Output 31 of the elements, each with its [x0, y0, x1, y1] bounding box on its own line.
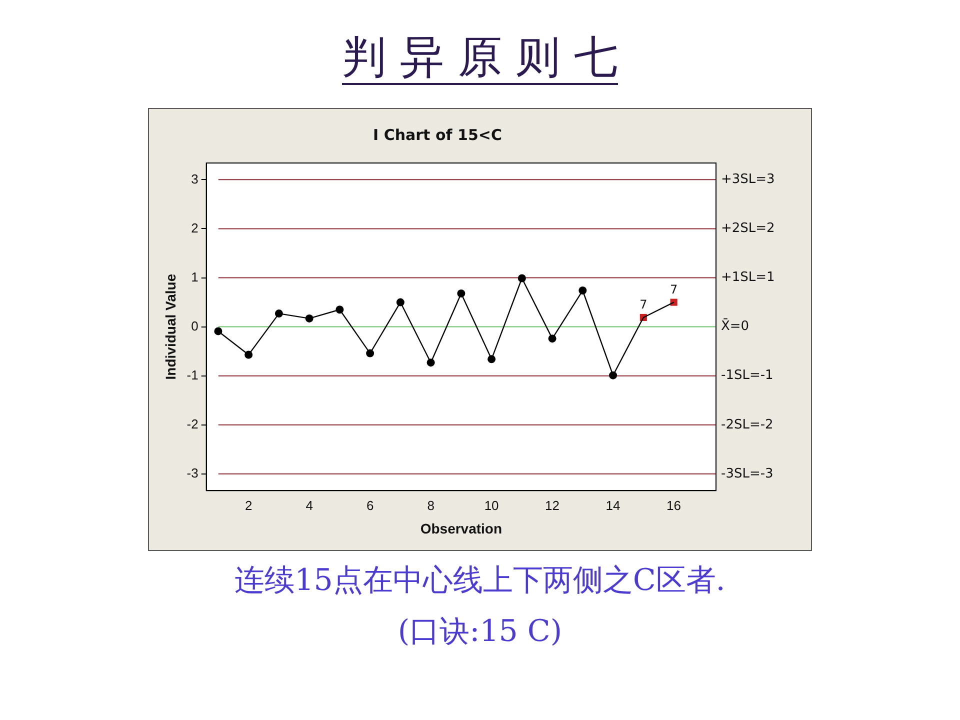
- x-tick-label: 2: [244, 498, 252, 513]
- y-tick-label: -3: [186, 466, 198, 481]
- y-tick-label: 0: [191, 318, 198, 334]
- point: [670, 298, 678, 306]
- ref-line-label: -1SL=-1: [721, 368, 774, 384]
- y-axis-title: Individual Value: [162, 274, 178, 380]
- y-tick-label: 2: [191, 220, 198, 236]
- ref-line-label: X̄=0: [721, 318, 750, 334]
- x-tick-label: 8: [427, 498, 434, 513]
- y-tick-label: 3: [191, 171, 198, 186]
- text: 连续15点在中心线上下两侧之C区者.: [234, 562, 726, 600]
- x-tick-label: 6: [366, 498, 374, 513]
- ref-line-label: +3SL=3: [721, 172, 775, 188]
- annotation: 7: [640, 298, 648, 312]
- y-tick-label: -1: [186, 367, 198, 382]
- x-tick-label: 12: [545, 498, 560, 513]
- x-axis-title: Observation: [420, 520, 502, 536]
- x-tick-label: 10: [484, 498, 499, 513]
- text: (口诀:15 C): [396, 613, 564, 651]
- x-tick-label: 16: [666, 498, 682, 513]
- chart-subtitle: I Chart of 15<C: [373, 126, 502, 144]
- ref-line-label: -2SL=-2: [721, 417, 774, 432]
- ref-line-label: -3SL=-3: [721, 466, 774, 482]
- ref-line-label: +2SL=2: [721, 221, 775, 236]
- x-tick-label: 4: [306, 498, 313, 513]
- x-tick-label: 14: [606, 498, 620, 513]
- y-tick-label: 1: [191, 269, 198, 284]
- chart-title: 判 异 原 则 七: [342, 32, 618, 85]
- y-tick-label: -2: [186, 416, 198, 432]
- ref-line-label: +1SL=1: [721, 270, 775, 286]
- annotation: 7: [670, 282, 678, 296]
